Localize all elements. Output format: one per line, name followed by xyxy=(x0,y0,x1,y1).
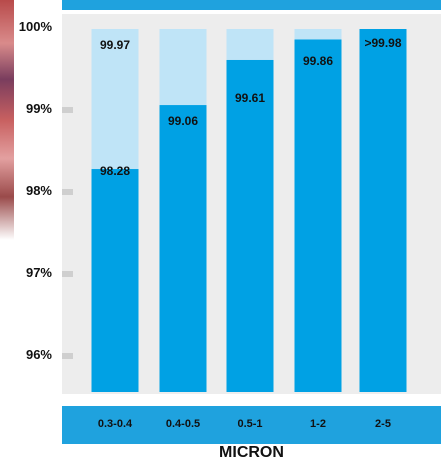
bar-dark xyxy=(159,105,207,392)
y-tick-label: 96% xyxy=(25,347,52,362)
x-tick-label: 0.3-0.4 xyxy=(97,418,133,430)
bar-dark xyxy=(294,39,342,392)
data-label: >99.98 xyxy=(364,36,402,50)
data-label: 99.61 xyxy=(234,91,266,105)
y-tick-mark xyxy=(62,107,73,113)
bar-dark xyxy=(91,169,139,392)
x-tick-label: 0.4-0.5 xyxy=(165,418,201,430)
x-axis-band xyxy=(62,406,441,444)
data-label: 99.97 xyxy=(99,38,131,52)
data-label: 99.86 xyxy=(302,54,334,68)
y-tick-mark xyxy=(62,189,73,195)
bar-dark xyxy=(359,29,407,392)
y-tick-label: 98% xyxy=(25,183,52,198)
data-label: 98.28 xyxy=(99,164,131,178)
x-tick-label: 1-2 xyxy=(310,418,326,430)
y-tick-mark xyxy=(62,353,73,359)
y-tick-mark xyxy=(62,271,73,277)
bar-dark xyxy=(226,59,274,392)
y-tick-label: 97% xyxy=(25,265,52,280)
y-tick-label: 99% xyxy=(25,101,52,116)
data-label: 99.06 xyxy=(167,114,199,128)
x-tick-label: 0.5-1 xyxy=(237,418,263,430)
y-tick-label: 100% xyxy=(18,19,52,34)
top-band xyxy=(62,0,441,10)
x-axis-label: MICRON xyxy=(219,444,284,461)
side-photo xyxy=(0,0,14,240)
x-tick-label: 2-5 xyxy=(375,418,391,430)
